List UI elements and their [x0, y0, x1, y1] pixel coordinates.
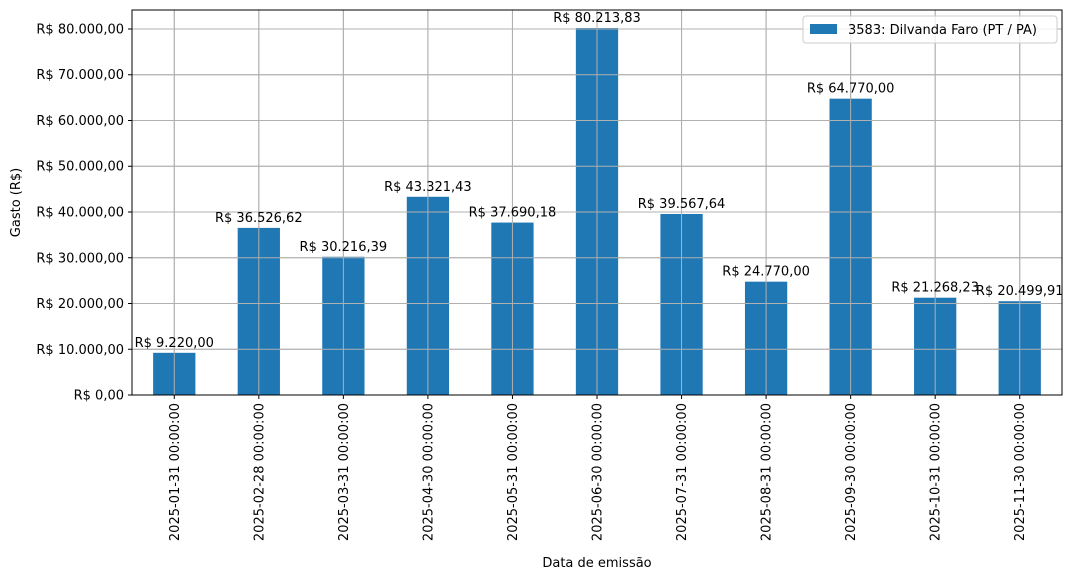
- x-tick-label: 2025-03-31 00:00:00: [337, 403, 352, 541]
- x-tick-label: 2025-06-30 00:00:00: [591, 403, 606, 541]
- bar-value-label: R$ 39.567,64: [638, 197, 726, 212]
- x-tick-label: 2025-11-30 00:00:00: [1013, 403, 1028, 541]
- x-tick-label: 2025-08-31 00:00:00: [760, 403, 775, 541]
- y-tick-label: R$ 40.000,00: [36, 205, 124, 220]
- y-tick-label: R$ 80.000,00: [36, 22, 124, 37]
- bar-value-label: R$ 43.321,43: [384, 180, 472, 195]
- x-tick-label: 2025-02-28 00:00:00: [252, 403, 267, 541]
- x-tick-label: 2025-01-31 00:00:00: [168, 403, 183, 541]
- x-tick-label: 2025-10-31 00:00:00: [929, 403, 944, 541]
- bar-value-labels: R$ 9.220,00 R$ 36.526,62 R$ 30.216,39 R$ 43…: [135, 11, 1064, 351]
- bars: [132, 10, 1062, 396]
- bar-value-label: R$ 64.770,00: [807, 82, 895, 97]
- y-axis-ticks: R$ 0,00 R$ 10.000,00 R$ 20.000,00 R$ 30.000…: [36, 22, 132, 404]
- y-tick-label: R$ 30.000,00: [36, 251, 124, 266]
- bar-value-label: R$ 37.690,18: [469, 206, 557, 221]
- y-tick-label: R$ 50.000,00: [36, 160, 124, 175]
- y-tick-label: R$ 0,00: [74, 389, 124, 404]
- x-tick-label: 2025-07-31 00:00:00: [675, 403, 690, 541]
- y-tick-label: R$ 10.000,00: [36, 343, 124, 358]
- y-tick-label: R$ 20.000,00: [36, 297, 124, 312]
- bar-value-label: R$ 30.216,39: [300, 240, 388, 255]
- x-tick-label: 2025-04-30 00:00:00: [421, 403, 436, 541]
- x-tick-label: 2025-09-30 00:00:00: [844, 403, 859, 541]
- legend-box: [802, 15, 1058, 44]
- x-axis-label: Data de emissão: [542, 556, 651, 571]
- legend-swatch: [810, 24, 837, 34]
- y-tick-label: R$ 60.000,00: [36, 114, 124, 129]
- bar-value-label: R$ 36.526,62: [215, 211, 303, 226]
- bar-value-label: R$ 9.220,00: [135, 336, 214, 351]
- x-tick-label: 2025-05-31 00:00:00: [506, 403, 521, 541]
- y-tick-label: R$ 70.000,00: [36, 68, 124, 83]
- bar-value-label: R$ 24.770,00: [722, 265, 810, 280]
- legend: 3583: Dilvanda Faro (PT / PA): [802, 15, 1058, 44]
- x-axis-ticks: 2025-01-31 00:00:00 2025-02-28 00:00:00 20…: [168, 395, 1028, 541]
- bar-value-label: R$ 21.268,23: [891, 281, 979, 296]
- y-axis-label: Gasto (R$): [9, 168, 24, 237]
- bar-value-label: R$ 80.213,83: [553, 11, 641, 26]
- legend-label: 3583: Dilvanda Faro (PT / PA): [848, 23, 1037, 38]
- bar-value-label: R$ 20.499,91: [976, 284, 1064, 299]
